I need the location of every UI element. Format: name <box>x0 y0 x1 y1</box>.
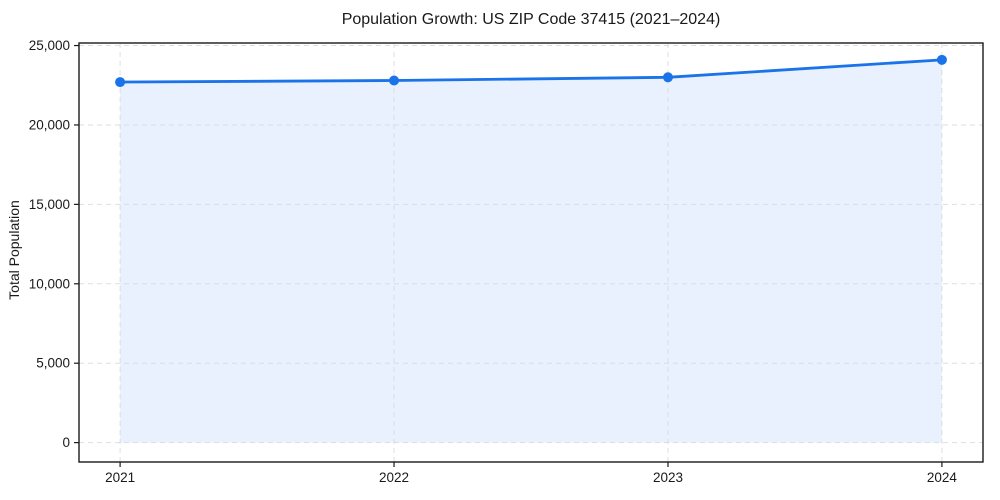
plot-border <box>78 42 984 463</box>
area-fill <box>120 59 942 443</box>
y-tick-label: 25,000 <box>29 38 70 53</box>
data-line <box>118 58 944 84</box>
data-point <box>389 75 400 86</box>
data-point <box>936 54 947 65</box>
data-point <box>115 77 126 88</box>
x-tick-label: 2024 <box>927 470 958 485</box>
x-tick-label: 2023 <box>653 470 683 485</box>
y-tick-label: 5,000 <box>36 356 70 371</box>
axis-layer: 2021 2022 2023 2024 0 5,000 10,000 15,000 20,000… <box>29 38 984 485</box>
y-axis-label: Total Population <box>6 200 22 300</box>
y-tick-label: 20,000 <box>29 117 70 132</box>
x-tick-label: 2022 <box>379 470 409 485</box>
grid-layer <box>79 43 983 462</box>
area-layer <box>120 59 942 443</box>
x-tick-label: 2021 <box>105 470 135 485</box>
y-tick-label: 0 <box>62 435 70 450</box>
data-point <box>662 72 673 83</box>
y-tick-label: 15,000 <box>29 197 70 212</box>
data-layer <box>115 54 947 88</box>
y-tick-label: 10,000 <box>29 276 70 291</box>
chart-title: Population Growth: US ZIP Code 37415 (20… <box>342 11 721 28</box>
